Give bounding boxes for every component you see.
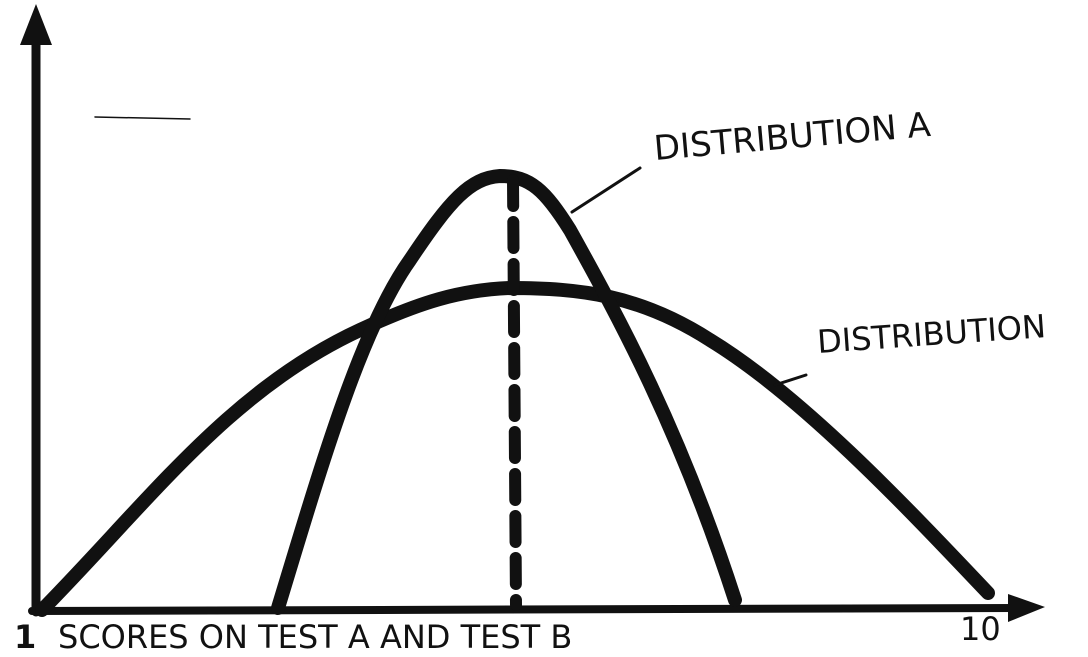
axis-start-label: 1: [14, 618, 36, 656]
mean-line: [507, 174, 522, 611]
axis-title: SCORES ON TEST A AND TEST B: [58, 618, 572, 656]
x-axis-arrow: [1008, 594, 1045, 622]
y-axis-arrow: [20, 4, 52, 45]
leader-a: [570, 166, 642, 214]
x-axis: [28, 604, 1029, 615]
axis-end-label: 10: [960, 610, 1001, 648]
curve-narrow: [271, 169, 742, 615]
stray-mark: [94, 116, 191, 120]
leader-b: [773, 373, 808, 387]
